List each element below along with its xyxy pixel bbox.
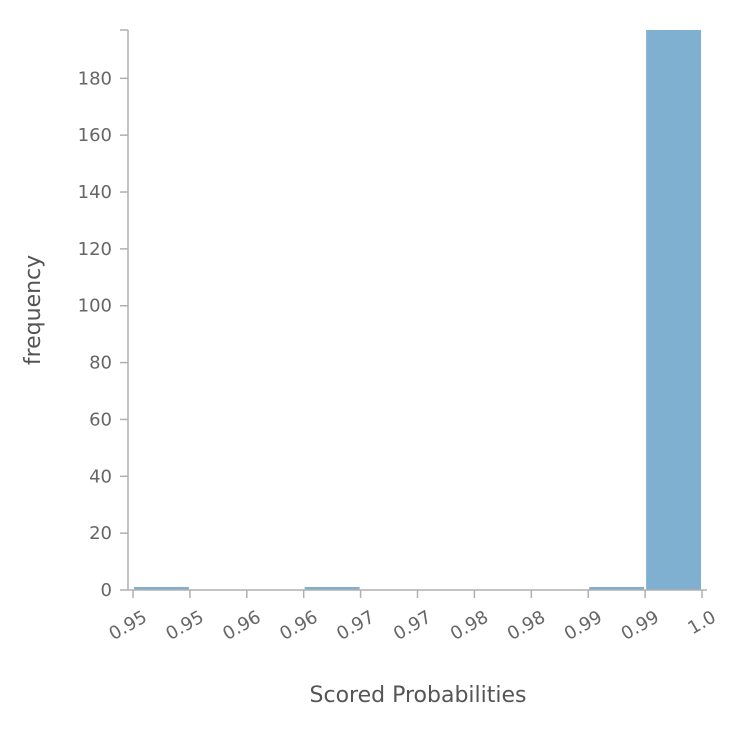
x-axis-title: Scored Probabilities [310,683,527,708]
y-tick-label: 80 [89,353,112,374]
x-tick-label: 0.95 [162,607,207,645]
x-tick-label: 0.95 [105,607,150,645]
y-tick-label: 40 [89,466,112,487]
y-axis-title: frequency [21,255,46,365]
x-tick-label: 0.96 [276,607,321,645]
y-axis: 0 20 40 60 80 100 120 140 160 180 [78,29,129,601]
x-tick-label: 0.97 [333,607,378,645]
y-tick-label: 120 [78,239,112,260]
x-tick-label: 0.98 [447,607,492,645]
y-tick-label: 160 [78,125,112,146]
y-tick-label: 180 [78,68,112,89]
histogram-bar [589,587,645,590]
x-axis: 0.95 0.95 0.96 0.96 0.97 0.97 0.98 0.98 0.99 0.99… [105,589,720,645]
x-tick-label: 0.97 [390,607,435,645]
histogram-bar [646,30,701,590]
x-tick-label: 0.98 [504,607,549,645]
histogram-bar [304,587,360,590]
y-tick-label: 0 [101,580,112,601]
y-tick-label: 140 [78,182,112,203]
histogram-bar [134,587,189,590]
y-tick-label: 100 [78,296,112,317]
x-tick-label: 1.0 [684,607,719,640]
y-tick-label: 60 [89,409,112,430]
x-tick-label: 0.99 [618,607,663,645]
x-tick-label: 0.99 [561,607,606,645]
x-tick-label: 0.96 [219,607,264,645]
y-tick-label: 20 [89,523,112,544]
bars-group [134,30,701,590]
